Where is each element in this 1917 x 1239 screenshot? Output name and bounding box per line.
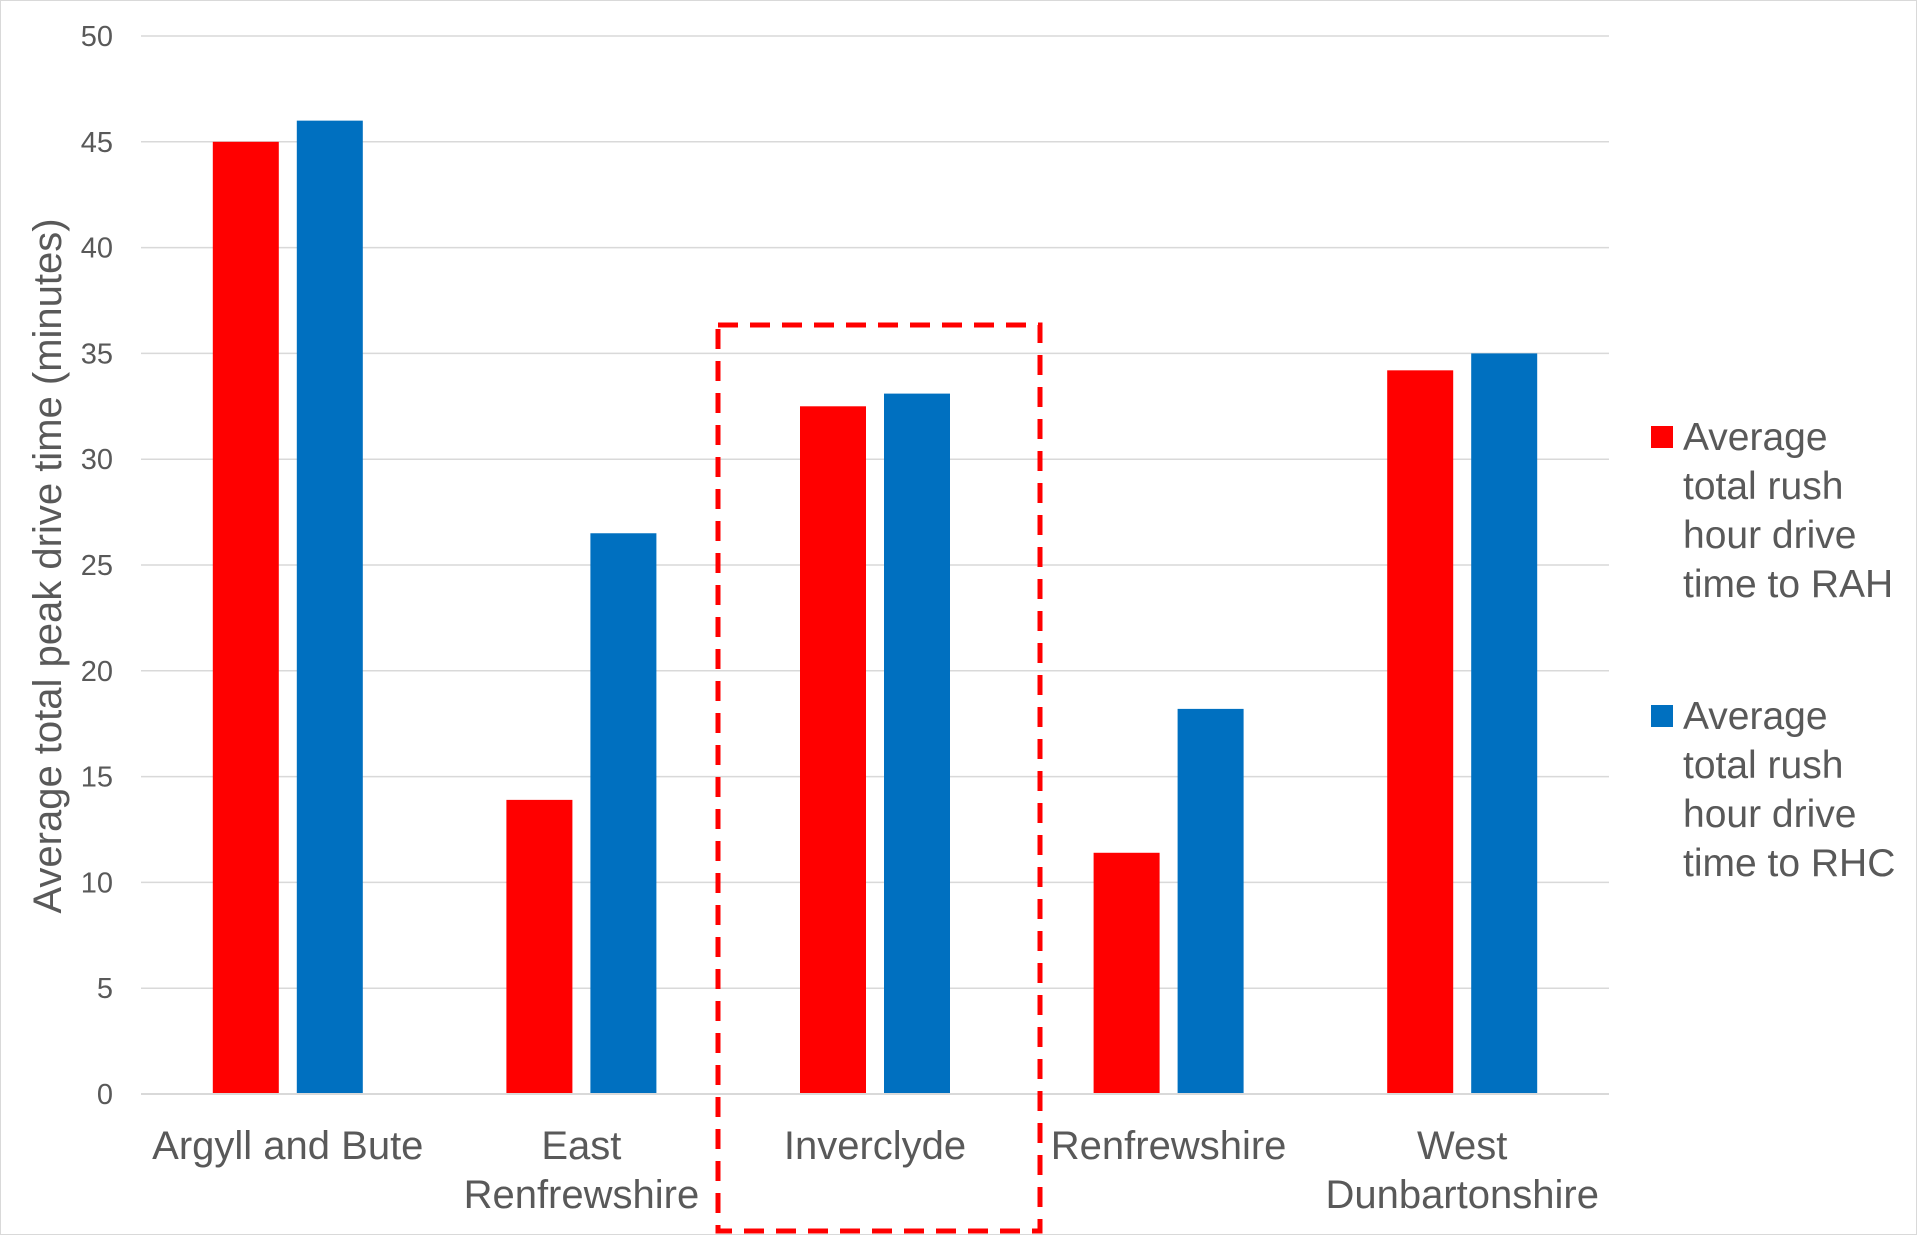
y-tick-label: 45 bbox=[81, 127, 113, 159]
legend-entry-line: hour drive bbox=[1683, 514, 1856, 557]
y-tick-label: 35 bbox=[81, 338, 113, 370]
bar bbox=[1093, 852, 1160, 1094]
y-tick-label: 15 bbox=[81, 762, 113, 794]
highlight-box bbox=[715, 322, 1043, 1234]
y-tick-label: 5 bbox=[97, 973, 113, 1005]
legend-entry-line: total rush bbox=[1683, 465, 1843, 508]
bar bbox=[212, 141, 279, 1095]
category-label: Renfrewshire bbox=[1051, 1124, 1287, 1168]
legend-swatch bbox=[1651, 426, 1673, 448]
legend-entry-line: time to RAH bbox=[1683, 563, 1893, 606]
bar bbox=[1177, 708, 1244, 1094]
category-label: West Dunbartonshire bbox=[1325, 1124, 1599, 1217]
bar bbox=[1471, 353, 1538, 1094]
category-label-line: Renfrewshire bbox=[1051, 1124, 1287, 1168]
category-label-line: Inverclyde bbox=[784, 1124, 966, 1168]
bar bbox=[884, 393, 950, 1094]
category-label-line: Argyll and Bute bbox=[152, 1124, 423, 1168]
highlight-box-rect bbox=[715, 322, 1043, 1234]
category-label: Argyll and Bute bbox=[152, 1124, 423, 1168]
category-labels: Argyll and Bute East Renfrewshire Inverclyd… bbox=[152, 1124, 1599, 1217]
legend-entry-line: total rush bbox=[1683, 744, 1843, 787]
category-label: Inverclyde bbox=[784, 1124, 966, 1168]
legend-entry-line: Average bbox=[1683, 416, 1828, 459]
y-axis-label: Average total peak drive time (minutes) bbox=[26, 218, 70, 913]
legend-swatch bbox=[1651, 705, 1673, 727]
bar bbox=[1387, 370, 1454, 1094]
legend: Average total rush hour drive time to RAHAv… bbox=[1651, 416, 1895, 885]
legend-entry: Average total rush hour drive time to RAH bbox=[1683, 416, 1893, 606]
y-tick-label: 20 bbox=[81, 656, 113, 688]
bars bbox=[212, 120, 1538, 1095]
category-label-line: Dunbartonshire bbox=[1325, 1173, 1599, 1217]
category-label-line: East bbox=[541, 1124, 621, 1168]
legend-entry-line: hour drive bbox=[1683, 793, 1856, 836]
legend-entry-line: time to RHC bbox=[1683, 842, 1895, 885]
category-label-line: West bbox=[1417, 1124, 1507, 1168]
bar bbox=[296, 120, 363, 1094]
y-tick-label: 10 bbox=[81, 867, 113, 899]
gridlines bbox=[141, 35, 1609, 989]
y-tick-label: 50 bbox=[81, 21, 113, 53]
legend-entry-line: Average bbox=[1683, 695, 1828, 738]
bar bbox=[506, 799, 573, 1094]
y-tick-label: 25 bbox=[81, 550, 113, 582]
category-label-line: Renfrewshire bbox=[464, 1173, 700, 1217]
category-label: East Renfrewshire bbox=[464, 1124, 700, 1217]
y-tick-label: 40 bbox=[81, 233, 113, 265]
bar bbox=[590, 533, 657, 1094]
bar bbox=[800, 406, 866, 1094]
legend-entry: Average total rush hour drive time to RHC bbox=[1683, 695, 1895, 885]
y-axis-ticks: 0 5 10 15 20 25 30 35 40 45 50 bbox=[81, 21, 113, 1111]
y-tick-label: 30 bbox=[81, 444, 113, 476]
y-tick-label: 0 bbox=[97, 1079, 113, 1111]
